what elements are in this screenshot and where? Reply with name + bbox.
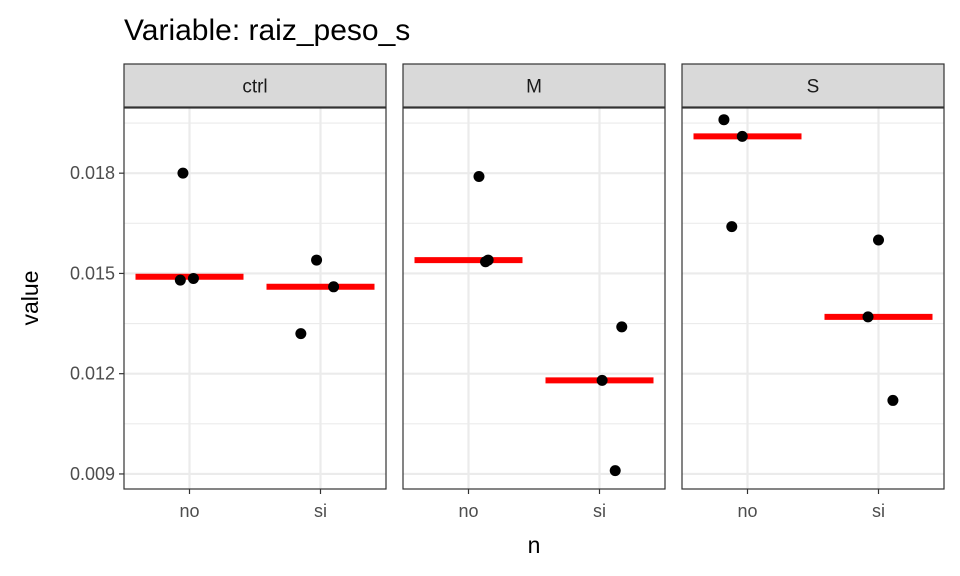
x-tick-label: si [314, 501, 327, 521]
chart-title: Variable: raiz_peso_s [124, 14, 410, 47]
facet-strip [681, 63, 945, 108]
facet-strip-label: ctrl [242, 77, 267, 98]
data-point [616, 321, 628, 333]
panel-background [403, 108, 665, 489]
data-point [480, 256, 492, 268]
facet-panel-m: Mno si [402, 63, 666, 521]
y-tick-label: 0.009 [70, 464, 115, 484]
y-tick-label: 0.018 [70, 163, 115, 183]
data-point [295, 328, 307, 340]
x-tick-label: si [593, 501, 606, 521]
facet-panel-s: Sno si [681, 63, 945, 521]
facet-strip-label: M [526, 77, 542, 98]
data-point [596, 374, 608, 386]
x-tick-label: no [737, 501, 757, 521]
panel-border [681, 107, 945, 490]
data-point [328, 281, 340, 293]
data-point [873, 234, 884, 246]
panel-border [123, 107, 387, 490]
panel-background [124, 108, 386, 489]
facet-strip [402, 63, 666, 108]
facet-strip [123, 63, 387, 108]
data-point [187, 272, 199, 284]
facet-strip-label: S [807, 77, 820, 98]
y-tick-label: 0.012 [70, 364, 115, 384]
data-point [177, 167, 189, 179]
data-point [736, 130, 748, 142]
panel-border [402, 107, 666, 490]
x-axis-title: n [528, 532, 541, 558]
data-point [887, 394, 899, 406]
data-point [174, 274, 186, 286]
data-point [311, 254, 323, 266]
x-tick-label: no [458, 501, 478, 521]
y-axis: 0.009 0.012 0.015 0.018 [70, 163, 124, 484]
data-point [473, 171, 485, 183]
data-point [609, 465, 621, 477]
facet-panel-ctrl: ctrl no si [123, 63, 387, 521]
data-point [718, 114, 730, 126]
x-tick-label: si [872, 501, 885, 521]
data-point [862, 311, 874, 323]
facet-panels: ctrl no si Mno si Sno si [123, 63, 945, 521]
data-point [726, 221, 738, 233]
x-tick-label: no [179, 501, 199, 521]
y-tick-label: 0.015 [70, 263, 115, 283]
panel-background [682, 108, 944, 489]
y-axis-title: value [17, 271, 43, 326]
